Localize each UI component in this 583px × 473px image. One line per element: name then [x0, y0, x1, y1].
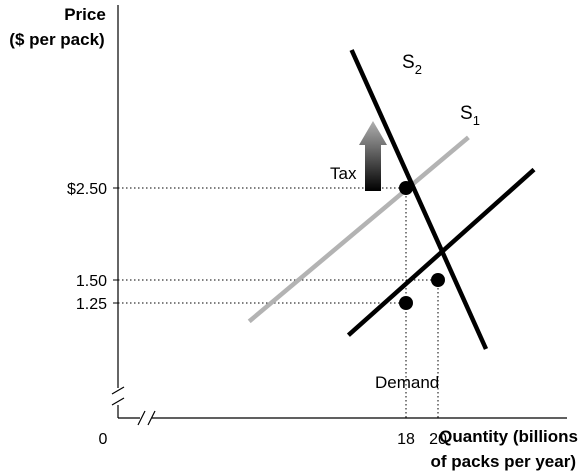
x-axis — [118, 410, 567, 426]
tax-arrow-icon — [359, 121, 387, 191]
x-tick-label-20: 20 — [429, 431, 447, 448]
demand-label: Demand — [375, 373, 439, 392]
y-axis-break-mark — [111, 386, 125, 395]
equilibrium-point-3 — [399, 296, 413, 310]
y-axis-title-line1: Price — [64, 5, 106, 24]
curve-demand — [349, 49, 489, 350]
x-tick-label-18: 18 — [397, 431, 415, 448]
equilibrium-point-2 — [431, 273, 445, 287]
x-axis-break-mark — [137, 410, 146, 426]
y-tick-label-1-50: 1.50 — [76, 273, 107, 290]
s2-label: S2 — [402, 52, 422, 77]
curve-s1 — [346, 167, 536, 337]
y-axis-title-line2: ($ per pack) — [9, 30, 104, 49]
equilibrium-points — [399, 181, 445, 310]
curves — [247, 49, 536, 350]
tick-labels: $2.50 1.50 1.25 18 20 — [67, 181, 447, 448]
y-tick-label-2-50: $2.50 — [67, 181, 107, 198]
x-axis-title-line2: of packs per year) — [430, 452, 576, 471]
y-axis — [111, 5, 125, 418]
x-axis-title-line1: Quantity (billions — [439, 427, 578, 446]
origin-label: 0 — [99, 431, 108, 448]
tax-label: Tax — [330, 164, 357, 183]
y-tick-label-1-25: 1.25 — [76, 296, 107, 313]
guide-lines — [118, 187, 439, 418]
equilibrium-point-1 — [399, 181, 413, 195]
curve-s2 — [247, 135, 470, 324]
s1-label: S1 — [460, 103, 480, 128]
